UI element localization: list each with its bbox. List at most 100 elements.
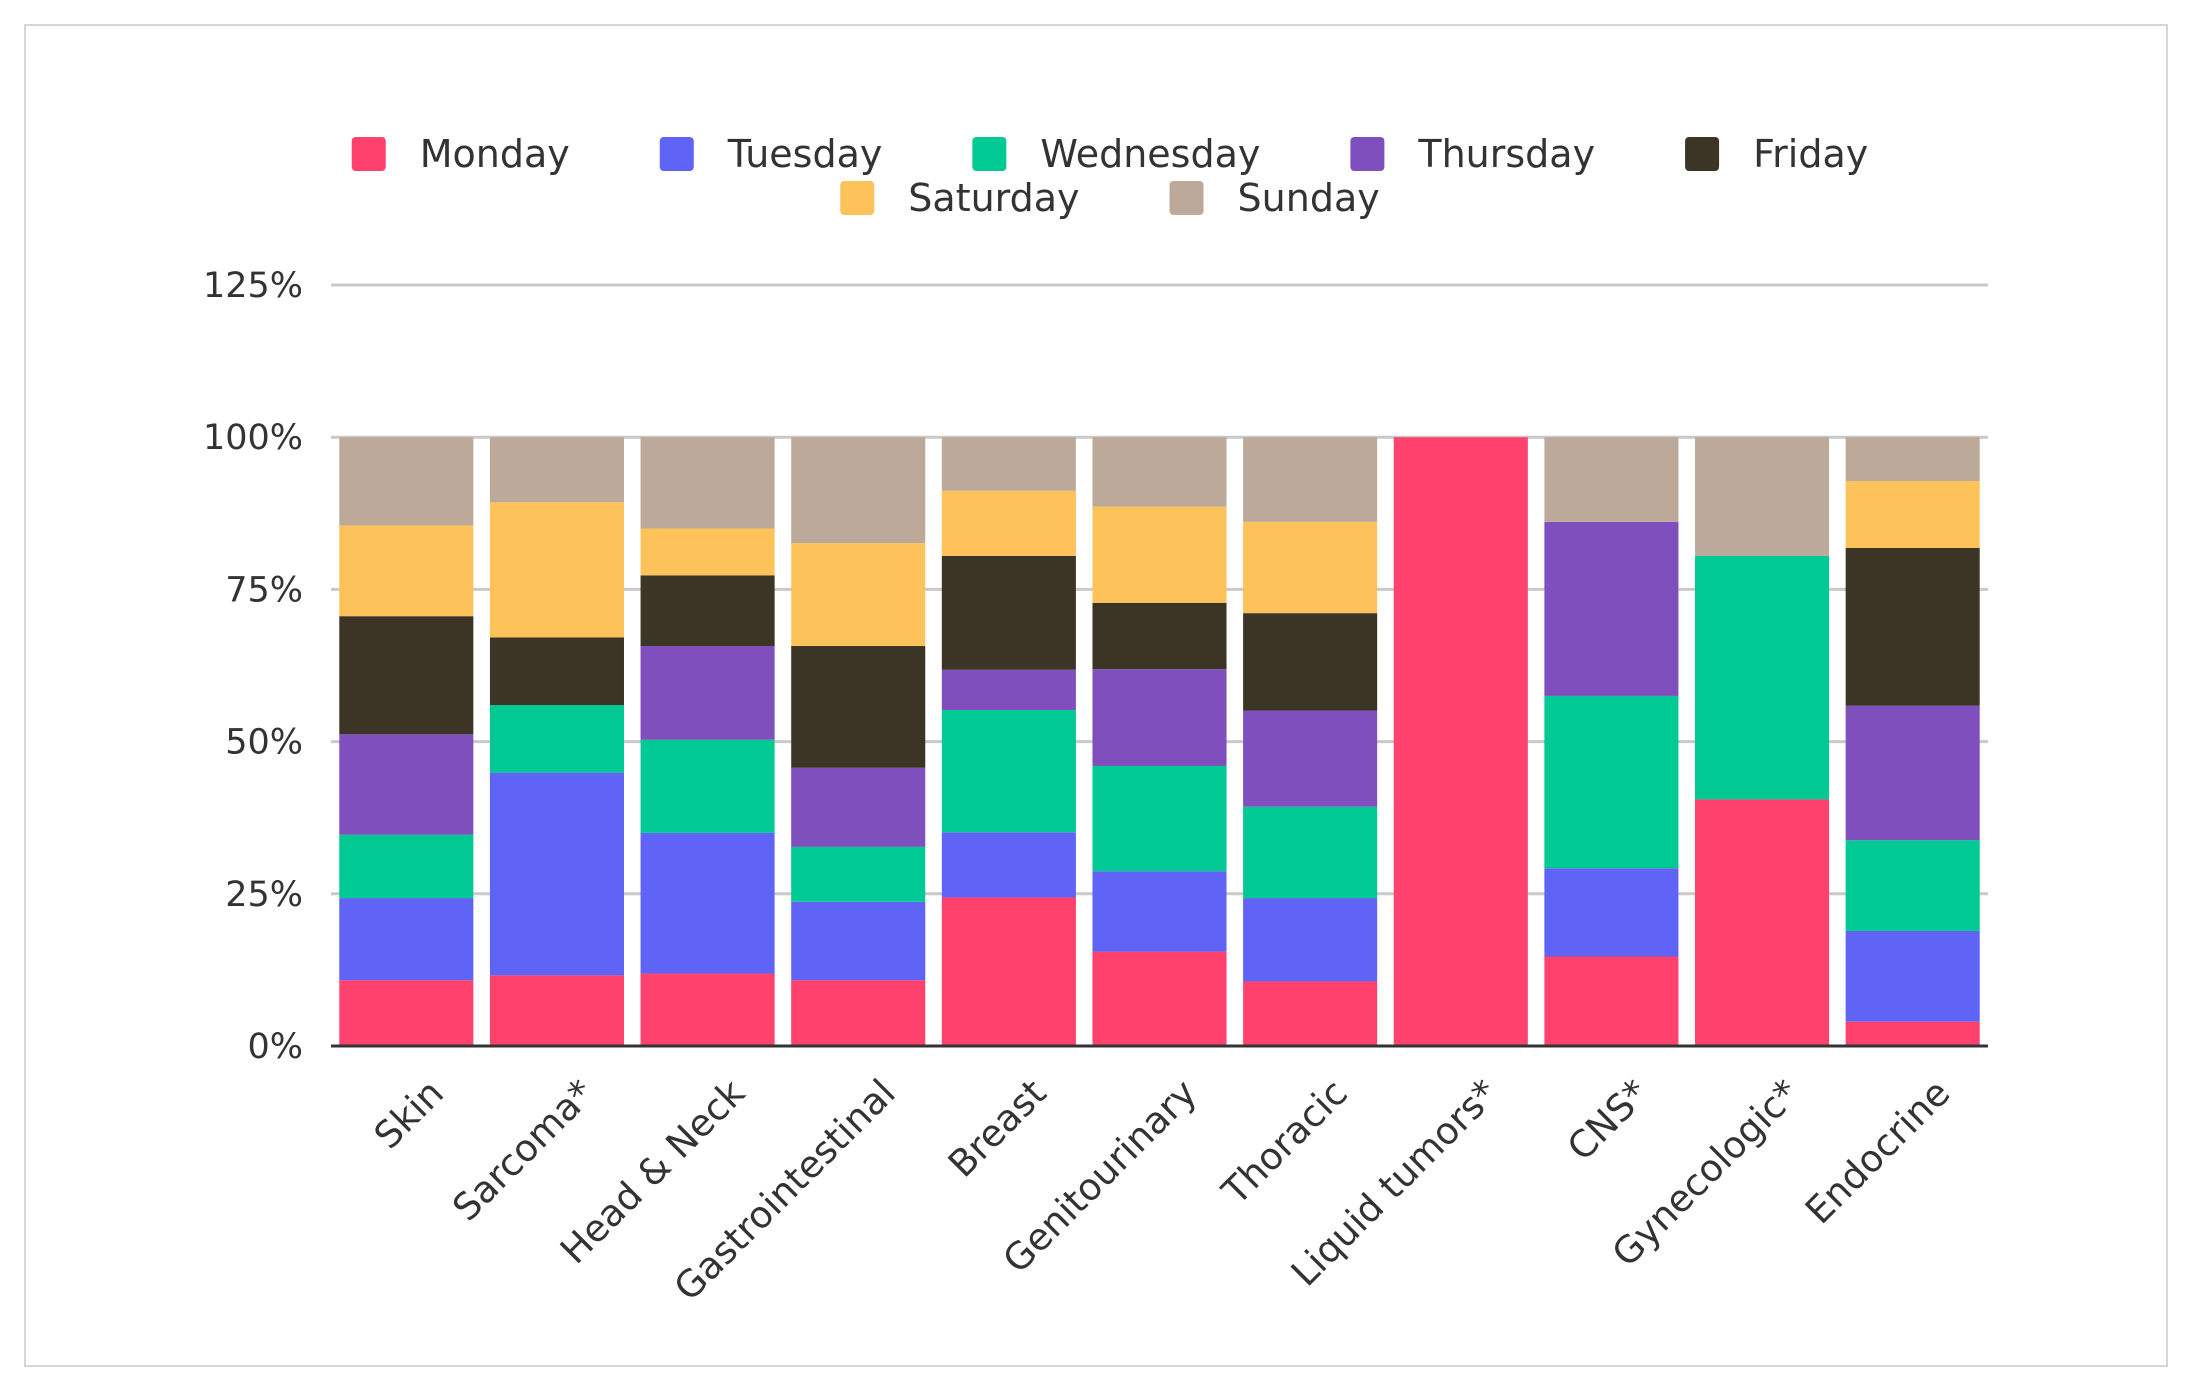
bar-breast-saturday[interactable] xyxy=(941,490,1076,556)
bar-thoracic-friday[interactable] xyxy=(1243,613,1378,711)
legend-swatch-sunday xyxy=(1169,181,1204,215)
bar-cns-tuesday[interactable] xyxy=(1544,868,1679,957)
bar-gynecologic-sunday[interactable] xyxy=(1695,437,1830,556)
legend-item-thursday[interactable]: Thursday xyxy=(1350,132,1595,176)
bar-sarcoma-friday[interactable] xyxy=(489,637,624,706)
legend-label-sunday: Sunday xyxy=(1238,176,1380,220)
bar-head-neck-sunday[interactable] xyxy=(640,437,775,529)
legend-label-friday: Friday xyxy=(1753,132,1868,176)
legend-item-monday[interactable]: Monday xyxy=(351,132,570,176)
bar-endocrine-saturday[interactable] xyxy=(1845,481,1980,549)
bar-sarcoma-sunday[interactable] xyxy=(489,437,624,503)
bar-liquid-tumors-monday[interactable] xyxy=(1393,437,1528,1046)
legend-item-wednesday[interactable]: Wednesday xyxy=(972,132,1260,176)
bar-breast-monday[interactable] xyxy=(941,897,1076,1046)
bar-genitourinary-saturday[interactable] xyxy=(1092,506,1227,603)
y-axis-tick-labels: 0% 25% 50% 75% 100% 125% xyxy=(203,266,303,1067)
bar-gastrointestinal-saturday[interactable] xyxy=(791,543,926,647)
bar-thoracic-tuesday[interactable] xyxy=(1243,898,1378,982)
bar-gastrointestinal-wednesday[interactable] xyxy=(791,846,926,902)
bar-thoracic-sunday[interactable] xyxy=(1243,437,1378,522)
bar-thoracic-thursday[interactable] xyxy=(1243,710,1378,807)
bar-endocrine-sunday[interactable] xyxy=(1845,437,1980,482)
bar-head-neck-thursday[interactable] xyxy=(640,646,775,740)
bar-head-neck-wednesday[interactable] xyxy=(640,739,775,833)
bar-head-neck-saturday[interactable] xyxy=(640,528,775,576)
bar-thoracic-monday[interactable] xyxy=(1243,981,1378,1046)
bar-breast-sunday[interactable] xyxy=(941,437,1076,491)
bars xyxy=(339,437,1980,1046)
bar-cns-sunday[interactable] xyxy=(1544,437,1679,522)
bar-genitourinary-tuesday[interactable] xyxy=(1092,871,1227,952)
legend-label-thursday: Thursday xyxy=(1417,132,1595,176)
y-tick-label-50: 50% xyxy=(225,723,303,763)
x-category-label-cns: CNS* xyxy=(1559,1071,1657,1169)
bar-sarcoma-monday[interactable] xyxy=(489,975,624,1046)
legend-label-monday: Monday xyxy=(420,132,570,176)
bar-cns-monday[interactable] xyxy=(1544,956,1679,1046)
bar-breast-friday[interactable] xyxy=(941,555,1076,670)
legend-swatch-monday xyxy=(351,137,386,171)
bar-skin-tuesday[interactable] xyxy=(339,898,474,981)
bar-endocrine-friday[interactable] xyxy=(1845,548,1980,706)
bar-sarcoma-saturday[interactable] xyxy=(489,502,624,638)
bar-breast-tuesday[interactable] xyxy=(941,832,1076,898)
legend-swatch-friday xyxy=(1685,137,1720,171)
bar-skin-friday[interactable] xyxy=(339,616,474,735)
legend: Monday Tuesday Wednesday Thursday Friday Satu… xyxy=(351,132,1868,220)
legend-label-tuesday: Tuesday xyxy=(727,132,883,176)
bar-genitourinary-thursday[interactable] xyxy=(1092,669,1227,766)
bar-thoracic-wednesday[interactable] xyxy=(1243,806,1378,899)
legend-item-tuesday[interactable]: Tuesday xyxy=(659,132,883,176)
y-tick-label-25: 25% xyxy=(225,875,303,915)
bar-cns-thursday[interactable] xyxy=(1544,521,1679,696)
legend-item-sunday[interactable]: Sunday xyxy=(1169,176,1380,220)
legend-swatch-tuesday xyxy=(659,137,694,171)
bar-skin-wednesday[interactable] xyxy=(339,834,474,899)
bar-breast-thursday[interactable] xyxy=(941,669,1076,710)
x-category-label-breast: Breast xyxy=(940,1071,1055,1186)
legend-swatch-thursday xyxy=(1350,137,1385,171)
bar-breast-wednesday[interactable] xyxy=(941,709,1076,833)
y-tick-label-100: 100% xyxy=(203,418,303,458)
bar-genitourinary-sunday[interactable] xyxy=(1092,437,1227,507)
bar-thoracic-saturday[interactable] xyxy=(1243,521,1378,614)
bar-gastrointestinal-thursday[interactable] xyxy=(791,767,926,847)
bar-skin-sunday[interactable] xyxy=(339,437,474,526)
bar-gynecologic-wednesday[interactable] xyxy=(1695,555,1830,800)
legend-item-saturday[interactable]: Saturday xyxy=(840,176,1080,220)
bar-gastrointestinal-sunday[interactable] xyxy=(791,437,926,544)
bar-head-neck-tuesday[interactable] xyxy=(640,832,775,974)
bar-genitourinary-wednesday[interactable] xyxy=(1092,765,1227,872)
bar-endocrine-wednesday[interactable] xyxy=(1845,840,1980,931)
bar-head-neck-monday[interactable] xyxy=(640,973,775,1046)
bar-skin-saturday[interactable] xyxy=(339,525,474,617)
bar-endocrine-thursday[interactable] xyxy=(1845,705,1980,841)
legend-item-friday[interactable]: Friday xyxy=(1685,132,1868,176)
bar-skin-monday[interactable] xyxy=(339,980,474,1046)
bar-gynecologic-monday[interactable] xyxy=(1695,799,1830,1046)
x-category-label-thoracic: Thoracic xyxy=(1213,1071,1356,1214)
bar-gastrointestinal-tuesday[interactable] xyxy=(791,901,926,981)
bar-cns-wednesday[interactable] xyxy=(1544,695,1679,869)
chart-frame: 0% 25% 50% 75% 100% 125% Skin Sarcoma* Head & N… xyxy=(24,24,2168,1367)
y-tick-label-75: 75% xyxy=(225,570,303,610)
bar-endocrine-monday[interactable] xyxy=(1845,1021,1980,1046)
bar-head-neck-friday[interactable] xyxy=(640,575,775,647)
bar-sarcoma-wednesday[interactable] xyxy=(489,705,624,773)
legend-swatch-wednesday xyxy=(972,137,1007,171)
x-category-label-skin: Skin xyxy=(366,1071,452,1157)
bar-sarcoma-tuesday[interactable] xyxy=(489,772,624,976)
bar-endocrine-tuesday[interactable] xyxy=(1845,930,1980,1022)
x-category-label-endocrine: Endocrine xyxy=(1797,1071,1958,1232)
bar-skin-thursday[interactable] xyxy=(339,734,474,835)
bar-genitourinary-friday[interactable] xyxy=(1092,602,1227,670)
legend-swatch-saturday xyxy=(840,181,875,215)
y-tick-label-125: 125% xyxy=(203,266,303,306)
legend-label-wednesday: Wednesday xyxy=(1040,132,1260,176)
bar-genitourinary-monday[interactable] xyxy=(1092,951,1227,1046)
bar-gastrointestinal-friday[interactable] xyxy=(791,646,926,768)
bar-gastrointestinal-monday[interactable] xyxy=(791,980,926,1046)
